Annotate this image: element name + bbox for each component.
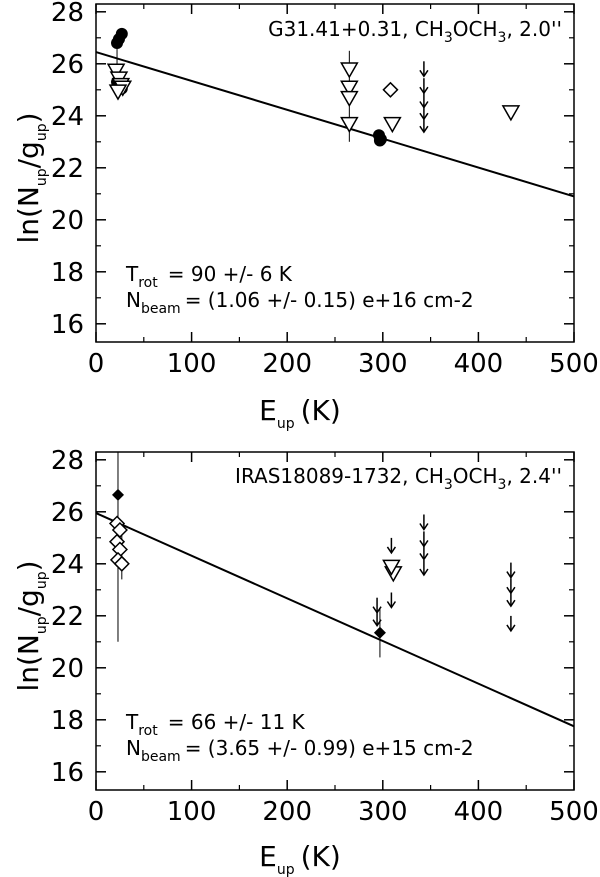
bottom-x-tick-label: 0 (88, 797, 105, 827)
top-y-tick-label: 26 (51, 50, 84, 80)
top-panel-title: G31.41+0.31, CH3OCH3, 2.0'' (268, 17, 562, 46)
bottom-panel-x-axis-label: Eup (K) (259, 840, 341, 877)
top-panel-marks (95, 27, 575, 198)
top-y-tick-label: 16 (51, 310, 84, 340)
top-y-tick-label: 20 (51, 206, 84, 236)
top-panel-trot-annotation: Trot = 90 +/- 6 K (125, 262, 293, 291)
bottom-upper-limit-arrow-point (419, 560, 429, 577)
top-open-triangle-down-point (108, 84, 128, 101)
bottom-y-tick-label: 26 (51, 498, 84, 528)
bottom-upper-limit-arrow-point (386, 592, 397, 609)
bottom-upper-limit-arrow-point (386, 537, 397, 555)
bottom-y-tick-label: 16 (51, 758, 84, 788)
top-upper-limit-arrow-point (419, 78, 429, 95)
top-y-tick-label: 22 (51, 154, 84, 184)
top-x-tick-label: 100 (167, 349, 217, 379)
bottom-panel-y-axis-label: ln(Nup/gup) (12, 560, 50, 691)
bottom-y-tick-label: 22 (51, 602, 84, 632)
top-y-tick-label: 24 (51, 102, 84, 132)
top-upper-limit-arrow-point (419, 104, 429, 121)
bottom-y-tick-label: 20 (51, 654, 84, 684)
bottom-upper-limit-arrow-point (506, 615, 516, 633)
bottom-filled-diamond-point (373, 626, 386, 639)
top-x-tick-label: 200 (262, 349, 312, 379)
top-upper-limit-arrow-point (419, 61, 429, 78)
bottom-panel: 0 100 200 300 400 500 16 18 20 22 24 26 28 IRAS18089… (12, 446, 599, 877)
bottom-fit-line (95, 512, 575, 728)
top-x-tick-label: 0 (88, 349, 105, 379)
top-filled-circle-point (115, 27, 128, 40)
top-panel-y-axis-label: ln(Nup/gup) (12, 112, 50, 243)
bottom-panel-marks (95, 452, 575, 728)
bottom-upper-limit-arrow-point (506, 562, 516, 579)
top-open-triangle-down-point (501, 105, 521, 122)
top-filled-circle-point (374, 133, 387, 146)
bottom-y-tick-label: 28 (51, 446, 84, 476)
bottom-x-tick-label: 300 (358, 797, 408, 827)
top-panel-x-axis-label: Eup (K) (259, 394, 341, 432)
bottom-open-triangle-down-point (382, 559, 401, 576)
top-panel-nbeam-annotation: Nbeam = (1.06 +/- 0.15) e+16 cm-2 (126, 288, 474, 317)
top-fit-line (95, 51, 575, 198)
bottom-panel-title: IRAS18089-1732, CH3OCH3, 2.4'' (235, 464, 562, 493)
top-open-triangle-down-point (383, 116, 402, 134)
bottom-upper-limit-arrow-point (506, 591, 516, 608)
bottom-y-tick-label: 18 (51, 706, 84, 736)
bottom-panel-trot-annotation: Trot = 66 +/- 11 K (125, 710, 306, 739)
top-panel: 0 100 200 300 400 500 16 18 20 22 24 26 28 G31.41+0.… (12, 0, 599, 432)
top-x-tick-label: 300 (358, 349, 408, 379)
top-y-tick-label: 18 (51, 258, 84, 288)
top-x-tick-label: 400 (454, 349, 504, 379)
bottom-x-tick-label: 200 (262, 797, 312, 827)
bottom-open-diamond-point (113, 555, 130, 572)
bottom-upper-limit-arrow-point (419, 514, 429, 531)
bottom-x-tick-label: 500 (549, 797, 599, 827)
top-open-triangle-down-point (340, 90, 359, 108)
bottom-upper-limit-arrow-point (419, 544, 429, 561)
top-upper-limit-arrow-point (419, 117, 429, 134)
top-y-tick-label: 28 (51, 0, 84, 28)
bottom-x-tick-label: 400 (454, 797, 504, 827)
top-open-triangle-down-point (340, 116, 359, 134)
bottom-x-tick-label: 100 (167, 797, 217, 827)
top-open-triangle-down-point (340, 80, 359, 97)
bottom-upper-limit-arrow-point (419, 531, 429, 548)
top-x-tick-label: 500 (549, 349, 599, 379)
bottom-upper-limit-arrow-point (372, 610, 382, 628)
bottom-panel-nbeam-annotation: Nbeam = (3.65 +/- 0.99) e+15 cm-2 (126, 736, 474, 765)
bottom-y-tick-label: 24 (51, 550, 84, 580)
top-open-diamond-point (382, 81, 399, 98)
bottom-upper-limit-arrow-point (506, 578, 516, 595)
top-panel-axes: 0 100 200 300 400 500 16 18 20 22 24 26 28 (51, 0, 599, 379)
bottom-filled-diamond-point (111, 488, 124, 501)
bottom-panel-axes: 0 100 200 300 400 500 16 18 20 22 24 26 28 (51, 446, 599, 827)
top-open-triangle-down-point (106, 63, 126, 80)
top-open-triangle-down-point (340, 62, 359, 79)
